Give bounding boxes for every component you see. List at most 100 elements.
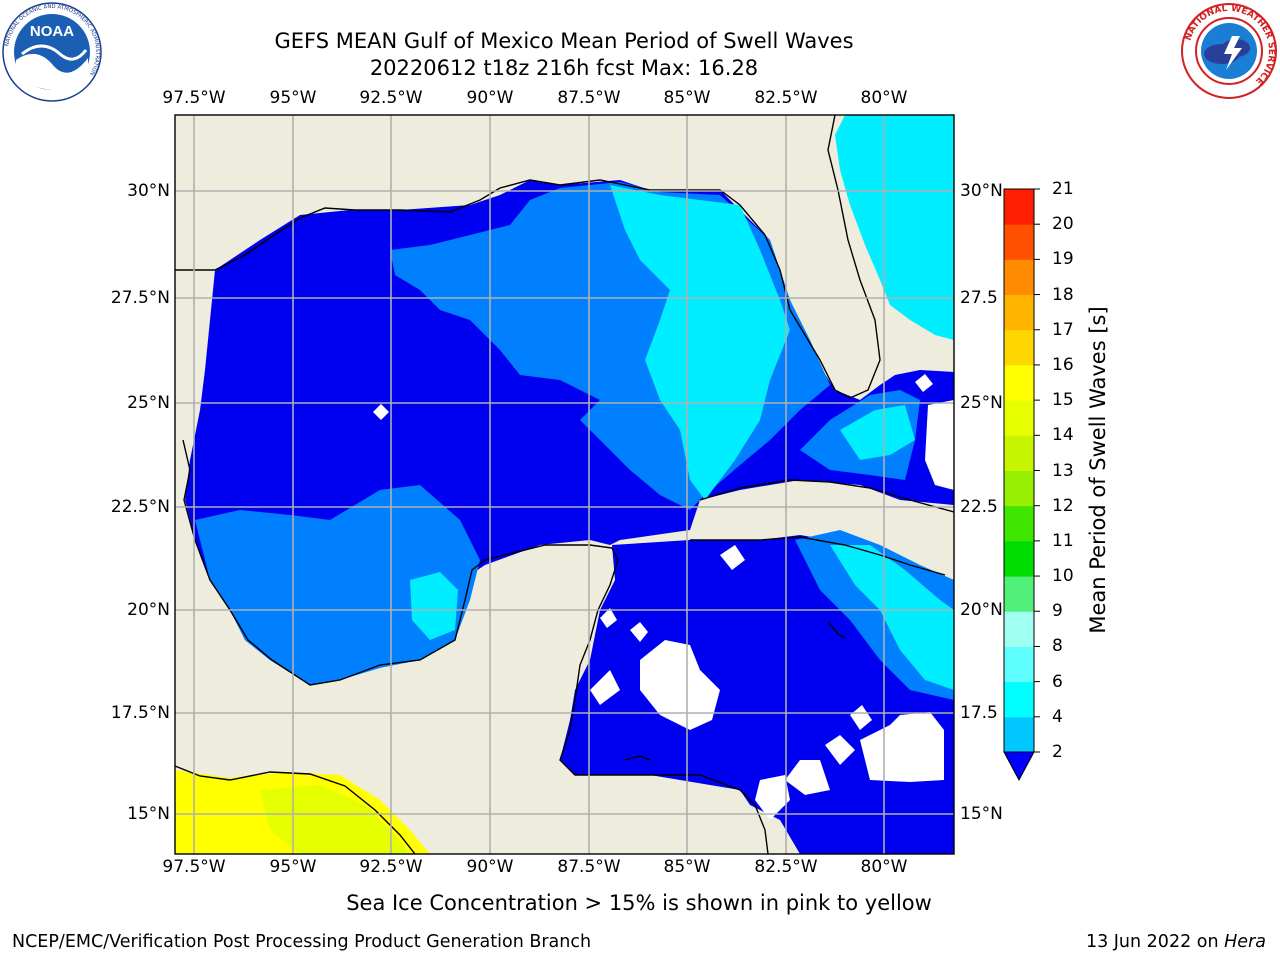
colorbar-band [1004, 189, 1034, 225]
no-data-patch [915, 374, 933, 392]
colorbar-band [1004, 329, 1034, 366]
nws-logo-icon: NATIONAL WEATHER SERVICE [1181, 3, 1277, 99]
colorbar-tick-label: 19 [1052, 249, 1074, 270]
lon-label-top: 80°W [860, 88, 908, 108]
no-data-patch [860, 712, 944, 782]
lat-label-left: 20°N [127, 600, 170, 620]
colorbar-tick-label: 6 [1052, 671, 1063, 692]
colorbar-band [1004, 540, 1034, 577]
lat-label-right: 27.5 [960, 288, 998, 308]
colorbar-tick-label: 2 [1052, 742, 1063, 762]
lon-label-bottom: 90°W [466, 857, 514, 877]
lon-label-top: 97.5°W [162, 88, 226, 108]
colorbar-band [1004, 470, 1034, 507]
lon-label-top: 85°W [663, 88, 711, 108]
lon-label-bottom: 87.5°W [557, 857, 621, 877]
map-gridlines [175, 115, 954, 854]
atlantic-field [835, 115, 954, 340]
colorbar-tick-label: 10 [1052, 566, 1074, 587]
colorbar-tick-label: 9 [1052, 601, 1063, 622]
no-data-patch [590, 670, 620, 705]
lon-label-bottom: 97.5°W [162, 857, 226, 877]
colorbar-band [1004, 611, 1034, 647]
lon-label-top: 90°W [466, 88, 514, 108]
caribbean-swell [830, 545, 954, 690]
colorbar-tick-label: 12 [1052, 495, 1074, 516]
lon-label-bottom: 85°W [663, 857, 711, 877]
colorbar-tick-label: 21 [1052, 179, 1074, 199]
noaa-logo-icon: NOAA NATIONAL OCEANIC AND ATMOSPHERIC AD… [2, 2, 102, 102]
pacific-field-inner [260, 785, 410, 854]
footer-date-text: 13 Jun 2022 on [1085, 932, 1225, 952]
footer-credit: NCEP/EMC/Verification Post Processing Pr… [12, 932, 592, 952]
noaa-logo-text: NOAA [30, 23, 74, 40]
colorbar-band [1004, 400, 1034, 436]
lat-label-left: 15°N [127, 804, 170, 824]
colorbar-band [1004, 505, 1034, 542]
lon-label-bottom: 95°W [269, 857, 317, 877]
colorbar-tick-label: 13 [1052, 460, 1074, 481]
lat-label-right: 20°N [960, 600, 1003, 620]
lat-label-left: 30°N [127, 181, 170, 201]
lat-label-left: 22.5°N [110, 497, 170, 517]
colorbar-band [1004, 576, 1034, 612]
lon-label-bottom: 92.5°W [359, 857, 423, 877]
footer-date: 13 Jun 2022 on Hera [1086, 932, 1266, 952]
colorbar-label: Mean Period of Swell Waves [s] [1086, 306, 1110, 634]
no-data-patch [600, 608, 617, 628]
colorbar-tick-label: 14 [1052, 425, 1074, 446]
colorbar-extend-arrow [1003, 751, 1035, 782]
lat-label-right: 22.5 [960, 497, 998, 517]
no-data-patch [640, 640, 720, 730]
colorbar-band [1004, 294, 1034, 331]
colorbar-band [1004, 716, 1034, 753]
noaa-logo: NOAA NATIONAL OCEANIC AND ATMOSPHERIC AD… [2, 2, 102, 102]
colorbar-tick-label: 8 [1052, 636, 1063, 657]
lon-label-bottom: 80°W [860, 857, 908, 877]
colorbar-tick-label: 18 [1052, 284, 1074, 305]
no-data-patch [373, 404, 389, 420]
colorbar-tick-label: 11 [1052, 530, 1074, 551]
southwestern-gulf-band [195, 485, 480, 685]
chart-title: GEFS MEAN Gulf of Mexico Mean Period of … [274, 29, 854, 53]
no-data-patch [825, 735, 855, 765]
lon-label-top: 92.5°W [359, 88, 423, 108]
footer-host: Hera [1224, 932, 1266, 952]
map-frame [174, 114, 955, 855]
lon-label-top: 95°W [269, 88, 317, 108]
colorbar-tick-label: 20 [1052, 214, 1074, 235]
sea-ice-caption: Sea Ice Concentration > 15% is shown in … [346, 891, 932, 915]
colorbar-band [1004, 224, 1034, 260]
no-data-patch [630, 622, 648, 642]
nws-logo: NATIONAL WEATHER SERVICE [1180, 2, 1278, 100]
eastern-gulf-swell [610, 185, 790, 500]
florida-keys-swell [840, 405, 915, 460]
lon-label-top: 82.5°W [754, 88, 818, 108]
colorbar-band [1004, 681, 1034, 718]
no-data-patch [755, 775, 790, 820]
colorbar-band [1004, 259, 1034, 296]
lat-label-right: 17.5 [960, 703, 998, 723]
lon-label-bottom: 82.5°W [754, 857, 818, 877]
colorbar-band [1004, 364, 1034, 401]
no-data-patch [785, 760, 830, 795]
lat-label-right: 30°N [960, 181, 1003, 201]
no-data-patch [850, 705, 872, 730]
campeche-swell [410, 572, 458, 640]
colorbar-tick-label: 16 [1052, 354, 1074, 375]
lat-label-left: 27.5°N [110, 288, 170, 308]
lat-label-right: 25°N [960, 393, 1003, 413]
colorbar-tick-label: 4 [1052, 706, 1063, 727]
chart-subtitle: 20220612 t18z 216h fcst Max: 16.28 [369, 56, 759, 80]
lat-label-left: 25°N [127, 393, 170, 413]
colorbar-band [1004, 435, 1034, 471]
colorbar-tick-label: 15 [1052, 390, 1074, 411]
no-data-patch [720, 545, 745, 570]
lon-label-top: 87.5°W [557, 88, 621, 108]
colorbar-tick-label: 17 [1052, 319, 1074, 340]
lat-label-left: 17.5°N [110, 703, 170, 723]
no-data-patch [925, 400, 954, 490]
lat-label-right: 15°N [960, 804, 1003, 824]
